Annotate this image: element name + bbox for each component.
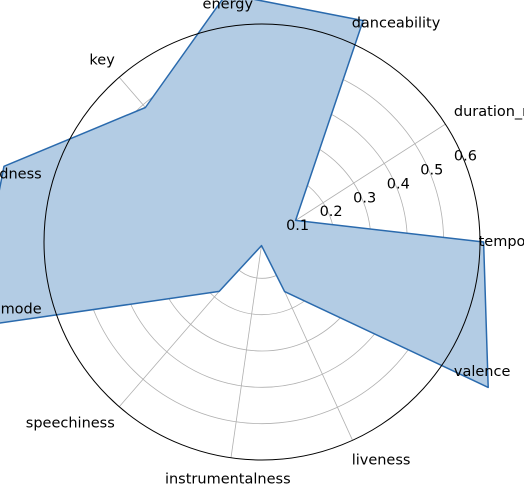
axis-label-duration_ms: duration_ms bbox=[454, 104, 524, 120]
r-tick-label-1: 0.2 bbox=[320, 204, 343, 220]
axis-label-valence: valence bbox=[454, 364, 511, 380]
axis-label-mode: mode bbox=[1, 302, 42, 318]
spoke-instrumentalness bbox=[230, 241, 263, 458]
axis-label-speechiness: speechiness bbox=[26, 415, 115, 431]
axis-label-instrumentalness: instrumentalness bbox=[165, 472, 291, 486]
data-layer bbox=[0, 0, 489, 389]
r-tick-label-4: 0.5 bbox=[420, 163, 443, 179]
axis-label-key: key bbox=[89, 53, 115, 69]
r-tick-label-0: 0.1 bbox=[286, 218, 309, 234]
series-polygon-0 bbox=[0, 0, 489, 389]
spine-layer bbox=[43, 23, 481, 461]
axis-label-liveness: liveness bbox=[352, 452, 411, 468]
outer-spine bbox=[43, 23, 481, 461]
axis-label-danceability: danceability bbox=[352, 16, 441, 32]
r-tick-label-3: 0.4 bbox=[387, 176, 410, 192]
axis-label-tempo: tempo bbox=[479, 234, 524, 250]
r-tick-label-5: 0.6 bbox=[454, 149, 477, 165]
r-tick-label-2: 0.3 bbox=[353, 190, 376, 206]
axis-label-loudness: loudness bbox=[0, 166, 42, 182]
axis-label-energy: energy bbox=[203, 0, 254, 12]
